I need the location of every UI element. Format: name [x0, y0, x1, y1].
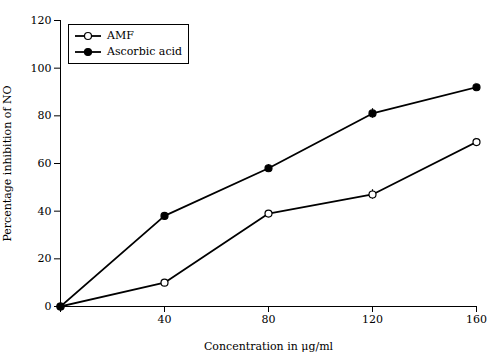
- svg-text:80: 80: [38, 109, 52, 122]
- svg-text:100: 100: [31, 62, 52, 75]
- html-text:Ascorbic acid: Ascorbic acid: [107, 45, 183, 58]
- svg-text:Concentration in μg/ml: Concentration in μg/ml: [204, 340, 334, 352]
- svg-text:80: 80: [262, 313, 276, 326]
- svg-text:40: 40: [158, 313, 172, 326]
- svg-text:120: 120: [362, 313, 383, 326]
- svg-text:40: 40: [38, 205, 52, 218]
- svg-text:20: 20: [38, 252, 52, 265]
- svg-text:60: 60: [38, 157, 52, 170]
- svg-text:160: 160: [466, 313, 487, 326]
- svg-text:Percentage inhibition of NO: Percentage inhibition of NO: [1, 85, 14, 241]
- svg-text:0: 0: [45, 300, 52, 313]
- html-text:AMF: AMF: [107, 29, 134, 42]
- svg-text:120: 120: [31, 14, 52, 27]
